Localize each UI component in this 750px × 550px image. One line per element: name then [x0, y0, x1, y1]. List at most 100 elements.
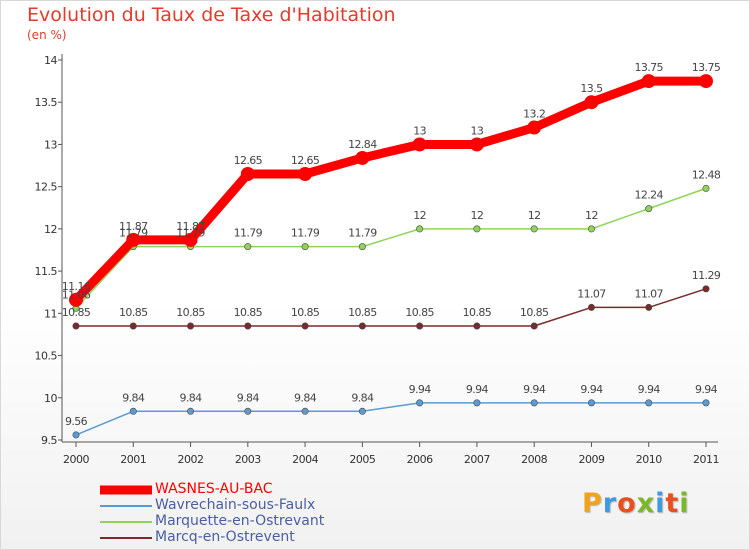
data-label: 11.29 — [692, 269, 721, 282]
data-label: 9.56 — [65, 415, 88, 428]
y-tick-label: 13.5 — [35, 96, 58, 109]
data-label: 12 — [585, 209, 598, 222]
line-chart: 9.5 10 10.5 11 11.5 12 12.5 13 13.5 14 2000 2001 200… — [35, 54, 721, 466]
data-label: 9.94 — [409, 383, 432, 396]
data-point — [699, 74, 713, 89]
data-label: 11.87 — [176, 220, 205, 233]
y-tick-label: 9.5 — [41, 434, 57, 447]
data-point — [187, 322, 195, 330]
y-tick-label: 10 — [44, 392, 57, 405]
proxiti-logo: Proxiti — [582, 488, 690, 519]
x-tick-label: 2007 — [464, 453, 490, 466]
data-label: 10.85 — [176, 306, 205, 319]
data-point — [473, 322, 481, 330]
data-label: 11.06 — [62, 288, 91, 301]
legend-label: Marcq-en-Ostrevent — [155, 529, 295, 545]
legend-swatch — [100, 537, 152, 539]
x-tick-label: 2009 — [578, 453, 604, 466]
data-label: 10.85 — [463, 306, 492, 319]
data-point — [129, 407, 137, 415]
legend-swatch — [100, 505, 152, 507]
data-label: 12 — [528, 209, 541, 222]
data-label: 13 — [471, 124, 484, 137]
data-point — [641, 74, 656, 89]
data-point — [72, 431, 80, 439]
data-point — [244, 322, 252, 330]
data-point — [183, 232, 198, 247]
data-label: 9.94 — [695, 383, 718, 396]
data-label: 10.85 — [119, 306, 148, 319]
data-point — [587, 399, 595, 407]
y-tick-label: 12.5 — [35, 181, 58, 194]
legend-label: WASNES-AU-BAC — [155, 481, 273, 497]
series-line-3 — [75, 288, 707, 327]
data-label: 11.87 — [119, 220, 148, 233]
data-point — [473, 225, 481, 233]
data-label: 11.16 — [62, 280, 91, 293]
data-label: 12.48 — [692, 168, 721, 181]
data-point — [469, 137, 484, 152]
data-label: 12.65 — [234, 154, 263, 167]
data-label: 9.84 — [351, 391, 374, 404]
data-label: 12.24 — [634, 189, 663, 202]
data-point — [530, 322, 538, 330]
data-point — [473, 399, 481, 407]
legend-swatch — [100, 485, 152, 495]
data-point — [187, 407, 195, 415]
y-tick-label: 10.5 — [35, 350, 58, 363]
data-point — [244, 407, 252, 415]
data-label: 11.79 — [348, 227, 377, 240]
data-label: 9.94 — [466, 383, 489, 396]
data-point — [240, 167, 255, 181]
data-label: 10.85 — [520, 306, 549, 319]
data-point — [702, 285, 710, 293]
data-label: 11.79 — [176, 227, 205, 240]
data-point — [129, 322, 137, 330]
data-point — [416, 322, 424, 330]
data-point — [412, 137, 427, 152]
chart-subtitle: (en %) — [27, 28, 67, 42]
data-label: 11.07 — [577, 287, 606, 300]
y-tick-label: 12 — [44, 223, 57, 236]
x-tick-label: 2000 — [63, 453, 89, 466]
data-point — [69, 292, 83, 307]
y-tick-label: 13 — [44, 138, 57, 151]
data-point — [298, 167, 313, 181]
y-tick-label: 14 — [44, 54, 57, 67]
x-tick-label: 2011 — [693, 453, 719, 466]
data-label: 9.94 — [638, 383, 661, 396]
data-point — [530, 399, 538, 407]
data-label: 12 — [413, 209, 426, 222]
x-tick-label: 2001 — [120, 453, 146, 466]
y-tick-label: 11.5 — [35, 265, 58, 278]
y-tick-label: 11 — [44, 307, 57, 320]
legend-label: Wavrechain-sous-Faulx — [155, 497, 316, 513]
data-label: 10.85 — [348, 306, 377, 319]
data-point — [530, 225, 538, 233]
x-tick-label: 2002 — [178, 453, 204, 466]
data-label: 9.84 — [122, 391, 145, 404]
data-point — [587, 225, 595, 233]
data-label: 11.07 — [634, 287, 663, 300]
x-tick-label: 2010 — [636, 453, 662, 466]
data-label: 13 — [413, 124, 426, 137]
data-point — [301, 243, 309, 251]
data-point — [584, 95, 599, 110]
data-label: 11.79 — [234, 227, 263, 240]
series-line-1 — [75, 402, 707, 436]
data-point — [702, 184, 710, 192]
x-tick-label: 2005 — [349, 453, 375, 466]
data-point — [645, 205, 653, 213]
x-tick-label: 2003 — [235, 453, 261, 466]
data-point — [244, 243, 252, 251]
data-point — [527, 120, 542, 135]
data-point — [645, 399, 653, 407]
data-label: 10.85 — [405, 306, 434, 319]
x-tick-label: 2004 — [292, 453, 318, 466]
data-label: 11.79 — [291, 227, 320, 240]
series-line-2 — [75, 187, 707, 310]
data-point — [358, 407, 366, 415]
logo-letter: i — [679, 488, 690, 519]
data-point — [126, 232, 141, 247]
data-label: 12.65 — [291, 154, 320, 167]
